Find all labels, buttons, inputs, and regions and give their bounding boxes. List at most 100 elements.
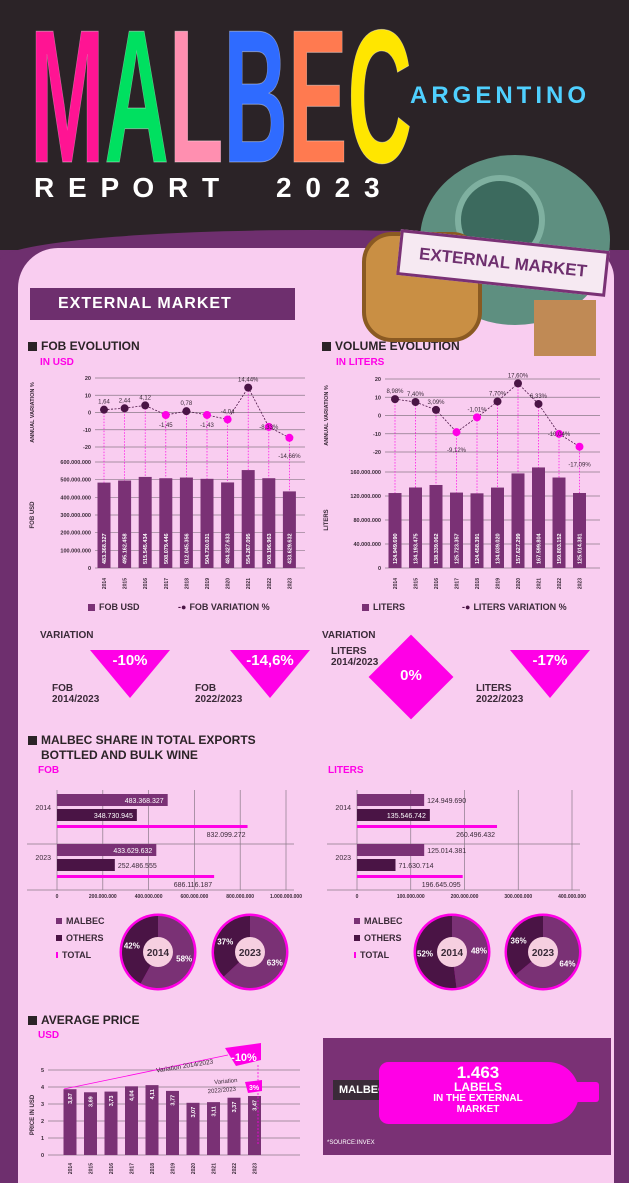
y-tick-label: 500.000.000 bbox=[60, 478, 91, 484]
logo-letter: M bbox=[30, 0, 105, 203]
volume-title-text: VOLUME EVOLUTION bbox=[335, 339, 460, 353]
bar-value-label: 134.039.020 bbox=[496, 533, 502, 564]
section-title-bar: EXTERNAL MARKET bbox=[30, 288, 295, 320]
variation-label: 14,44% bbox=[238, 378, 259, 384]
x-tick-label: 2022 bbox=[267, 578, 273, 589]
legend-label: OTHERS bbox=[364, 932, 402, 943]
legend-swatch bbox=[354, 934, 360, 941]
hbar-value-label: 260.496.432 bbox=[456, 832, 495, 839]
legend-label: MALBEC bbox=[66, 915, 105, 926]
y-tick-label: 120.000.000 bbox=[350, 494, 381, 500]
hbar-value-label: 348.730.945 bbox=[94, 813, 133, 820]
logo-letter: A bbox=[104, 0, 169, 203]
legend-label: LITERS VARIATION % bbox=[473, 602, 567, 612]
y-tick-label: 40.000.000 bbox=[353, 542, 381, 548]
pie-center-label: 2023 bbox=[239, 948, 262, 959]
x-tick-label: 2020 bbox=[226, 578, 232, 589]
fob-subtitle: IN USD bbox=[40, 357, 74, 368]
bar bbox=[179, 477, 193, 568]
variation-label: 2,44 bbox=[119, 398, 131, 404]
x-tick-label: 200.000.000 bbox=[89, 894, 117, 900]
legend-swatch bbox=[362, 603, 369, 611]
variation-point bbox=[120, 404, 129, 413]
fob-legend-line: -● FOB VARIATION % bbox=[178, 602, 270, 612]
x-tick-label: 2018 bbox=[150, 1163, 156, 1174]
legend-item: OTHERS bbox=[354, 929, 403, 946]
bar-axis-label: LITERS bbox=[324, 509, 330, 530]
hbar-value-label: 832.099.272 bbox=[207, 832, 246, 839]
bar-value-label: 124.458.391 bbox=[475, 533, 481, 564]
y-axis-label: PRICE IN USD bbox=[30, 1094, 36, 1135]
bar-value-label: 3,47 bbox=[253, 1100, 259, 1111]
variation-triangle bbox=[90, 650, 170, 698]
x-tick-label: 2023 bbox=[578, 578, 584, 589]
x-tick-label: 2020 bbox=[516, 578, 522, 589]
bar-value-label: 508.079.446 bbox=[164, 533, 170, 564]
y-tick-label: -10 bbox=[83, 428, 91, 434]
variation-label: FOB 2022/2023 bbox=[195, 683, 243, 705]
variation-label: -4,04 bbox=[221, 409, 235, 415]
hbar-value-label: 686.116.187 bbox=[174, 882, 213, 889]
hbar-value-label: 125.014.381 bbox=[427, 848, 466, 855]
category-label: 2023 bbox=[335, 855, 351, 862]
legend-swatch bbox=[56, 934, 62, 941]
variation-triangle bbox=[510, 650, 590, 698]
bar-value-label: 483.368.327 bbox=[102, 533, 108, 564]
x-tick-label: 2015 bbox=[123, 578, 129, 589]
y-tick-label: 100.000.000 bbox=[60, 548, 91, 554]
legend-item: TOTAL bbox=[56, 946, 105, 963]
bar bbox=[552, 477, 566, 568]
volume-legend-bar: LITERS bbox=[362, 602, 405, 612]
bar-value-label: 157.627.299 bbox=[516, 533, 522, 564]
bottle-neck bbox=[563, 1082, 599, 1102]
legend-dot-icon: -● bbox=[178, 602, 187, 612]
fob-legend-bar: FOB USD bbox=[88, 602, 140, 612]
y-tick-label: -10 bbox=[373, 432, 381, 438]
legend-label: MALBEC bbox=[364, 915, 403, 926]
hbar-others bbox=[57, 859, 115, 871]
bar bbox=[227, 1097, 241, 1155]
pie-center bbox=[528, 937, 558, 967]
x-tick-label: 2020 bbox=[191, 1163, 197, 1174]
y-tick-label: 4 bbox=[41, 1085, 45, 1091]
hbar-others bbox=[357, 809, 430, 821]
hbar-total bbox=[357, 875, 463, 878]
bar bbox=[200, 478, 214, 568]
pie-percent-label: 42% bbox=[124, 941, 140, 950]
variation-point bbox=[411, 397, 420, 406]
square-icon bbox=[28, 735, 37, 745]
y-tick-label: -20 bbox=[373, 450, 381, 456]
variation-label: -10,04% bbox=[548, 432, 571, 438]
variation-point bbox=[285, 433, 294, 442]
pie-center bbox=[143, 937, 173, 967]
x-tick-label: 2017 bbox=[130, 1163, 136, 1174]
bar-value-label: 125.014.381 bbox=[578, 533, 584, 564]
legend-swatch bbox=[354, 951, 356, 958]
variation-point bbox=[534, 399, 543, 408]
x-tick-label: 400.000.000 bbox=[558, 894, 586, 900]
y-tick-label: 0 bbox=[378, 566, 381, 572]
y-tick-label: 2 bbox=[41, 1119, 44, 1125]
x-tick-label: 2018 bbox=[184, 578, 190, 589]
bar-value-label: 125.723.357 bbox=[455, 533, 461, 564]
variation-label: 4,12 bbox=[139, 395, 151, 401]
variation-point bbox=[473, 413, 481, 422]
variation-point bbox=[203, 410, 211, 419]
variation-label: 1,64 bbox=[98, 400, 110, 406]
variation-2022-label: Variation bbox=[214, 1078, 238, 1086]
bar-value-label: 484.327.633 bbox=[226, 533, 232, 564]
variation-value: -17% bbox=[532, 652, 568, 669]
bar-value-label: 3,69 bbox=[89, 1096, 95, 1107]
x-tick-label: 800.000.000 bbox=[226, 894, 254, 900]
y-tick-label: 0 bbox=[41, 1153, 44, 1159]
x-tick-label: 2017 bbox=[455, 578, 461, 589]
bar bbox=[118, 480, 132, 568]
variation-label: 0,78 bbox=[181, 401, 193, 407]
legend-item: OTHERS bbox=[56, 929, 105, 946]
volume-subtitle: IN LITERS bbox=[336, 357, 385, 368]
variation-2022-value: 3% bbox=[249, 1085, 260, 1092]
bar bbox=[511, 473, 525, 568]
hbar-value-label: 252.486.555 bbox=[118, 863, 157, 870]
y-tick-label: 20 bbox=[375, 377, 381, 383]
